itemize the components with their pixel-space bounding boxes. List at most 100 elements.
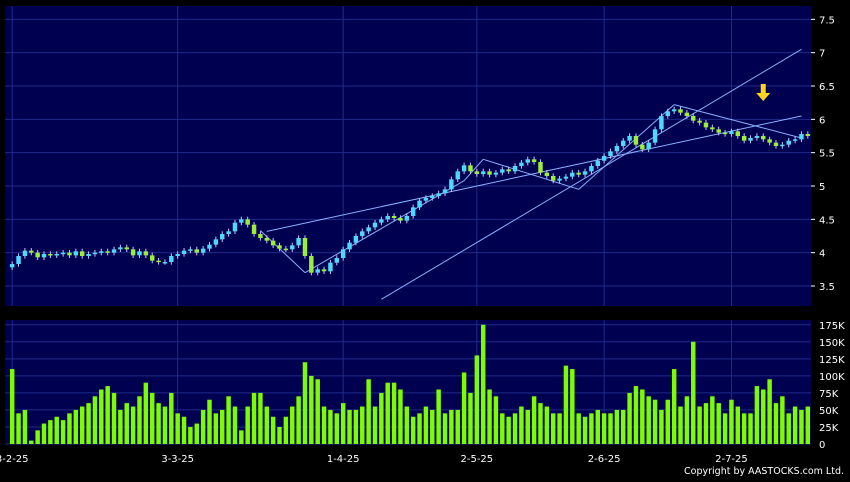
volume-bar — [576, 413, 581, 444]
volume-bar — [570, 369, 575, 444]
candle-body — [111, 249, 117, 253]
candle-body — [391, 216, 397, 218]
candle-body — [608, 151, 613, 156]
candle-body — [86, 254, 91, 256]
volume-bar — [741, 413, 747, 444]
candle-body — [493, 172, 499, 175]
volume-bar — [627, 392, 632, 444]
volume-bar — [722, 413, 728, 444]
volume-bar — [347, 409, 352, 444]
candle-body — [347, 242, 352, 250]
candle-body — [792, 139, 798, 141]
candle-body — [366, 227, 371, 232]
price-tick-label: 4 — [819, 249, 825, 260]
volume-bar — [207, 399, 212, 444]
candle-body — [105, 251, 110, 253]
candle-body — [398, 218, 403, 221]
candle-body — [188, 249, 193, 251]
volume-bar — [449, 409, 454, 444]
candle-body — [99, 251, 104, 253]
copyright-credit: Copyright by AASTOCKS.com Ltd. — [684, 466, 844, 477]
candle-body — [761, 136, 766, 140]
volume-tick-label: 150K — [819, 338, 845, 349]
volume-bar — [799, 409, 804, 444]
volume-bar — [29, 440, 34, 444]
volume-bar — [430, 409, 435, 444]
trend-line — [381, 48, 802, 300]
volume-bar — [436, 389, 441, 444]
volume-bar — [105, 386, 110, 444]
candle-body — [480, 171, 486, 174]
volume-bar — [493, 396, 499, 444]
candle-body — [60, 252, 66, 255]
date-tick-label: 2-7-25 — [715, 454, 748, 465]
candle-body — [442, 189, 448, 194]
candle-body — [671, 109, 677, 112]
candle-body — [544, 172, 550, 176]
volume-bar — [544, 406, 550, 444]
candle-body — [296, 238, 301, 246]
candle-body — [436, 193, 441, 196]
candle-body — [48, 254, 53, 256]
candle-body — [468, 165, 473, 172]
volume-bar — [500, 413, 505, 444]
candle-body — [576, 172, 581, 175]
candle-body — [29, 250, 34, 253]
candle-body — [423, 198, 429, 201]
volume-bar — [48, 420, 53, 444]
volume-bar — [111, 392, 117, 444]
candle-body — [519, 162, 524, 166]
volume-bar — [608, 413, 613, 444]
volume-bar — [646, 396, 651, 444]
price-tick-label: 4.5 — [819, 215, 835, 226]
candle-body — [73, 251, 79, 256]
volume-bar — [251, 392, 257, 444]
volume-bar — [786, 413, 791, 444]
volume-bar — [512, 413, 518, 444]
volume-bar — [398, 389, 403, 444]
candle-body — [805, 134, 811, 136]
price-tick-label: 6 — [819, 115, 825, 126]
candle-body — [640, 144, 645, 150]
volume-bar — [149, 392, 155, 444]
volume-bar — [525, 409, 530, 444]
volume-bar — [188, 426, 193, 444]
volume-bar — [671, 369, 677, 444]
candle-body — [474, 171, 480, 174]
candle-body — [226, 231, 231, 234]
candle-body — [207, 244, 212, 249]
candle-body — [595, 160, 600, 166]
candle-body — [245, 219, 250, 225]
volume-bar — [213, 413, 219, 444]
candle-body — [627, 136, 632, 141]
volume-bar — [678, 406, 683, 444]
candle-body — [773, 142, 779, 146]
candle-body — [506, 169, 511, 172]
volume-bar — [302, 362, 308, 444]
volume-bar — [92, 396, 98, 444]
volume-bar — [353, 409, 359, 444]
candle-body — [328, 262, 333, 272]
candle-body — [665, 111, 671, 116]
candle-body — [264, 238, 270, 241]
volume-tick-label: 25K — [819, 423, 839, 434]
candle-body — [194, 249, 199, 253]
volume-bar — [67, 413, 72, 444]
volume-bar — [309, 375, 314, 444]
date-tick-label: 1-4-25 — [327, 454, 360, 465]
candlesticks — [9, 106, 811, 276]
candle-body — [340, 249, 346, 258]
candle-body — [487, 171, 492, 175]
candle-body — [531, 159, 537, 162]
volume-tick-label: 0 — [819, 440, 825, 451]
candle-body — [118, 247, 123, 250]
volume-bar — [480, 324, 486, 444]
volume-bar — [296, 396, 301, 444]
down-arrow-icon — [756, 84, 771, 101]
volume-bar — [16, 413, 21, 444]
candle-body — [417, 200, 422, 208]
candle-body — [799, 134, 804, 140]
volume-bar — [563, 365, 569, 444]
candle-body — [258, 234, 263, 238]
candle-body — [550, 176, 556, 181]
